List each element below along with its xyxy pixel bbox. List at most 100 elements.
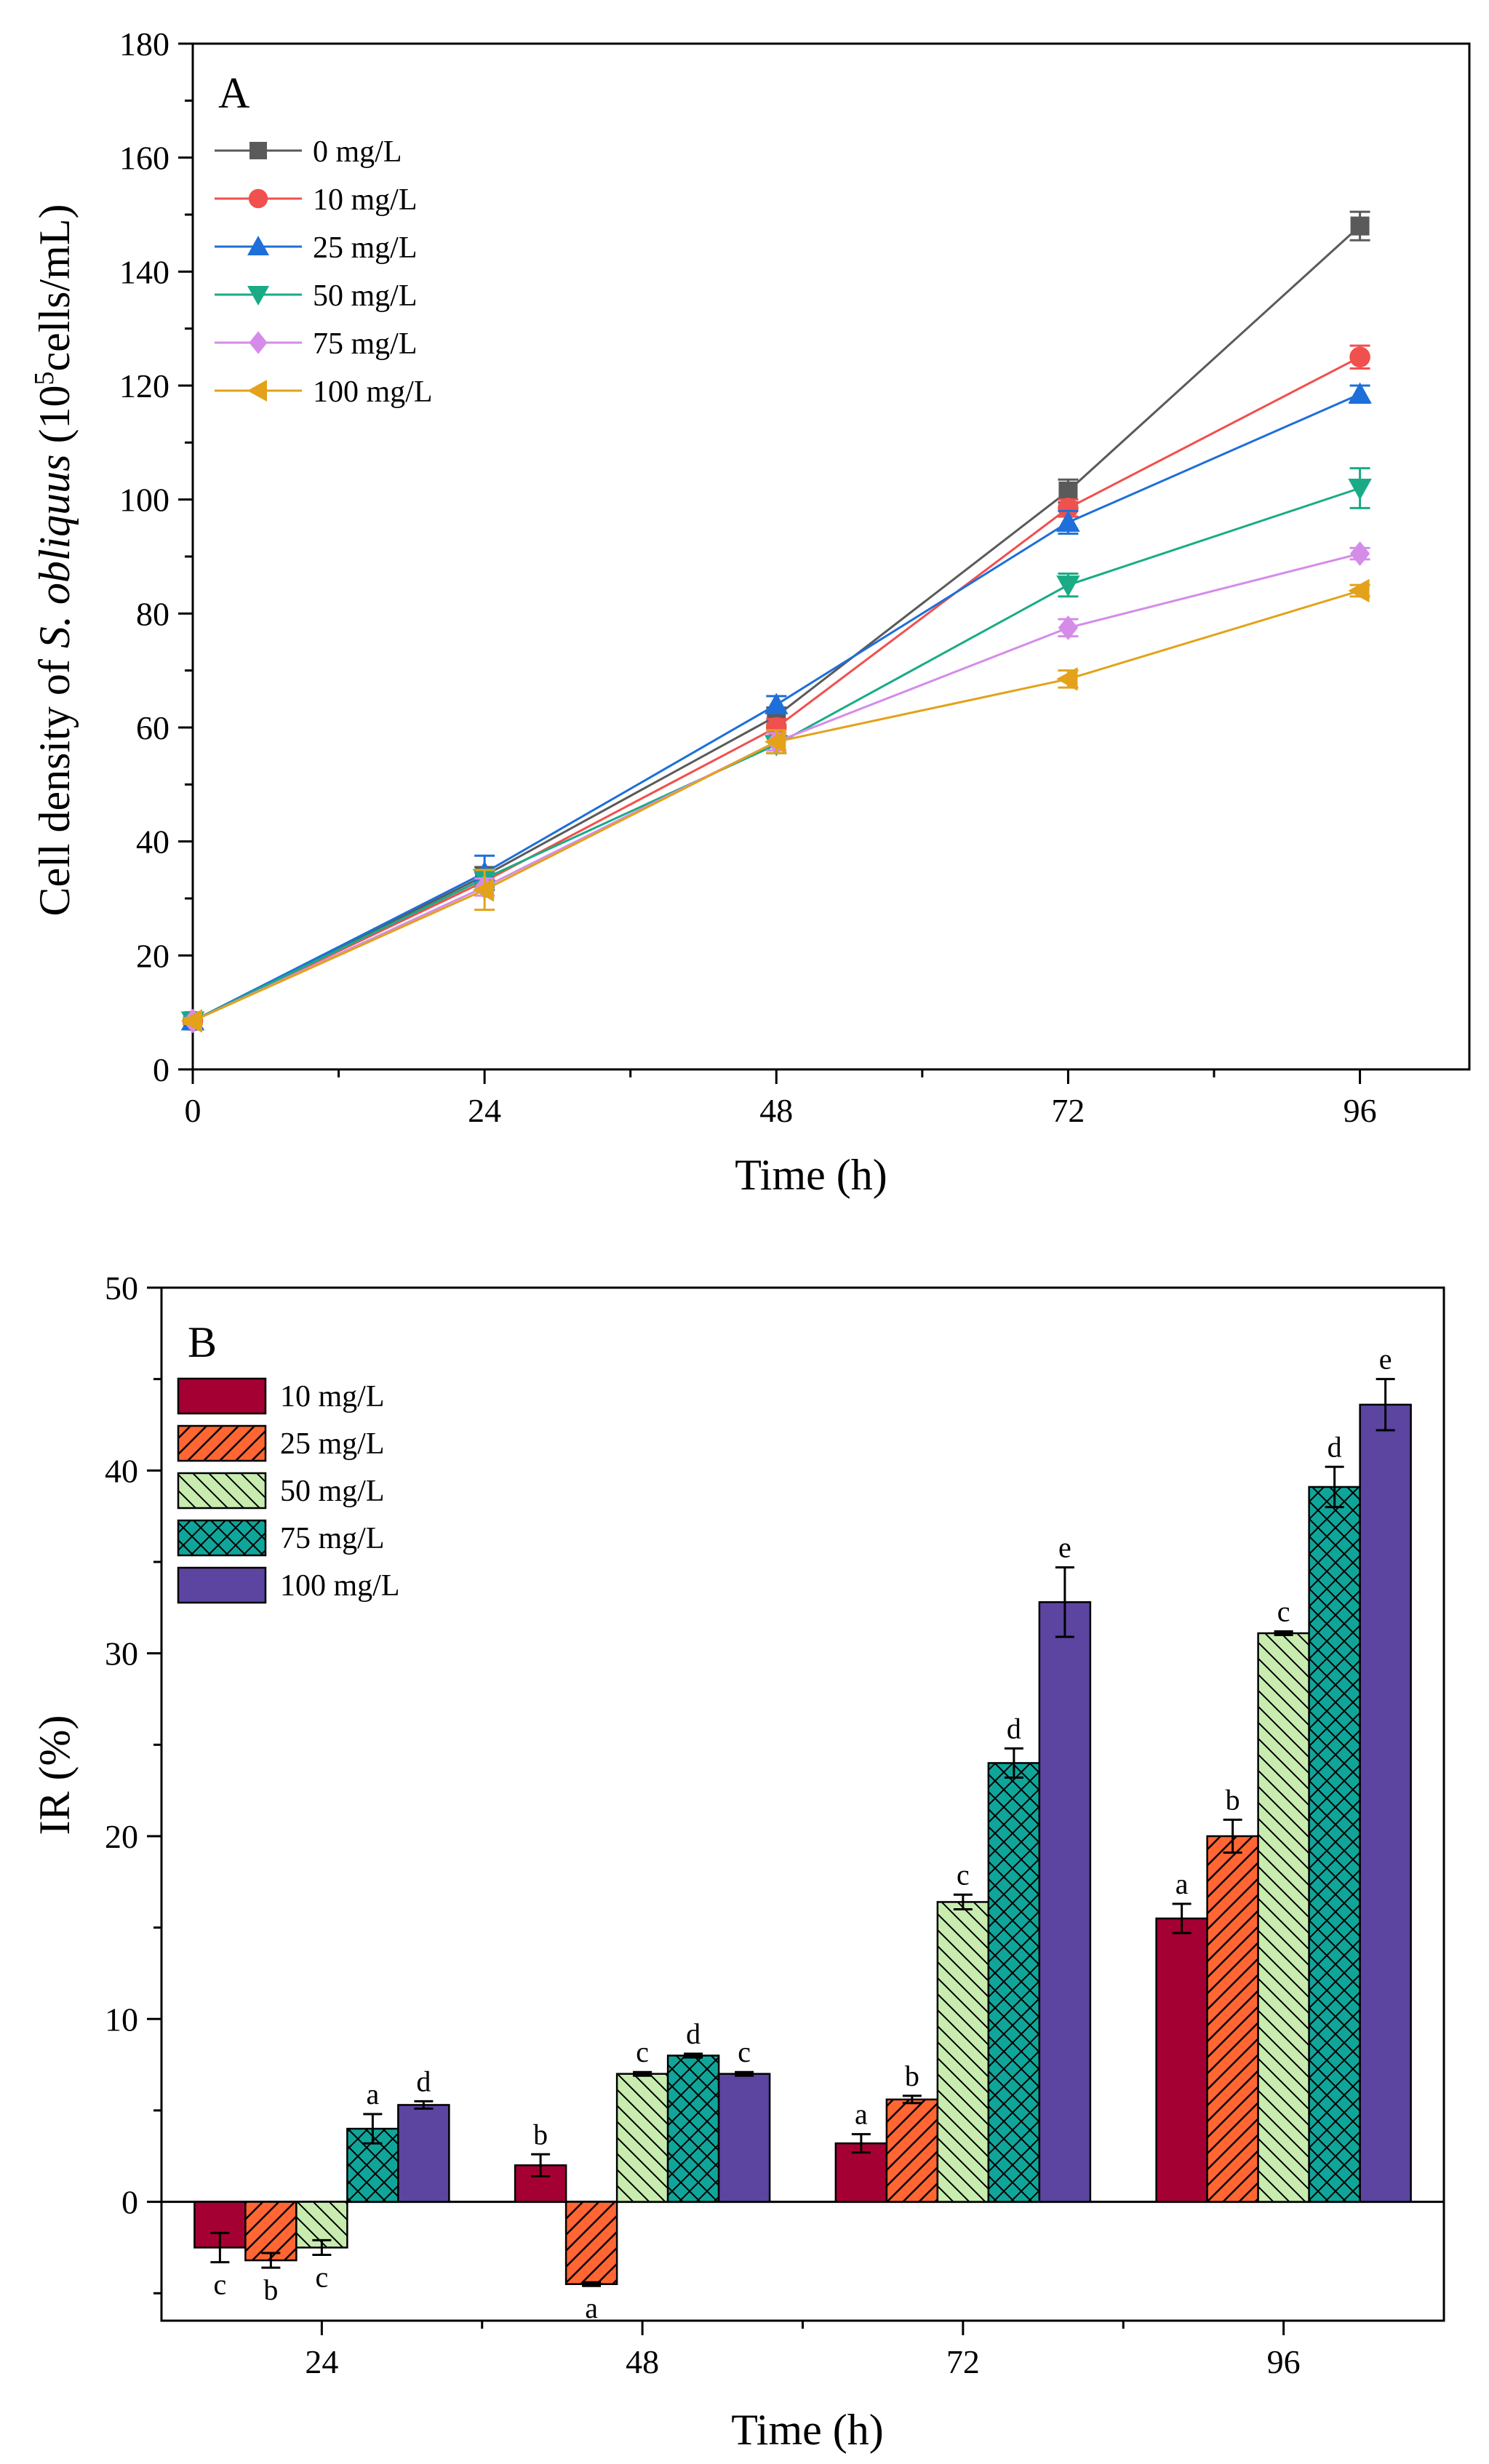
bar: [1155, 1917, 1208, 2203]
significance-label: d: [1007, 1712, 1021, 1745]
bar: [397, 2104, 450, 2203]
significance-label: a: [1175, 1867, 1189, 1900]
significance-label: c: [315, 2261, 328, 2294]
error-bar: [1172, 1902, 1191, 1934]
bar: [987, 1762, 1041, 2203]
error-bar: [1325, 1465, 1344, 1509]
legend-marker: [249, 331, 268, 354]
bar: [666, 2054, 720, 2203]
x-tick-label: 72: [946, 2343, 980, 2380]
series-25-mg-L: [180, 382, 1372, 1031]
panel-a-label: A: [218, 69, 250, 117]
significance-label: c: [636, 2036, 649, 2068]
bar: [1038, 1601, 1092, 2203]
y-tick-label: 30: [105, 1635, 138, 1672]
significance-label: b: [533, 2118, 548, 2150]
error-bar: [414, 2100, 434, 2110]
legend-entry: 75 mg/L: [280, 1522, 385, 1555]
legend-marker: [250, 142, 267, 159]
data-point: [1349, 346, 1370, 368]
data-point: [1058, 615, 1079, 640]
y-tick-label: 50: [105, 1269, 138, 1307]
data-point: [472, 878, 495, 902]
legend-swatch: [177, 1519, 267, 1557]
data-point: [1056, 575, 1080, 597]
significance-label: c: [1277, 1595, 1290, 1627]
legend-swatch: [177, 1424, 267, 1462]
bar: [1257, 1632, 1310, 2203]
error-bar: [1223, 1818, 1242, 1854]
panel-b-label: B: [188, 1318, 217, 1366]
series-10-mg-L: [182, 344, 1370, 1032]
error-bar: [210, 2231, 230, 2264]
y-tick-label: 180: [119, 25, 169, 63]
series-line: [192, 589, 1361, 1022]
x-tick-label: 24: [468, 1092, 501, 1129]
error-bar: [1274, 1630, 1293, 1637]
data-point: [1058, 481, 1078, 501]
x-tick-label: 48: [759, 1092, 793, 1129]
series-75-mg-L: [183, 541, 1370, 1034]
bar: [1359, 1403, 1412, 2203]
legend-swatch: [177, 1472, 267, 1510]
y-tick-label: 100: [119, 482, 169, 519]
bar: [936, 1901, 990, 2203]
bar: [885, 2098, 939, 2203]
data-point: [1058, 498, 1079, 519]
error-bar: [1004, 1747, 1023, 1779]
legend-entry: 50 mg/L: [313, 279, 418, 313]
y-tick-label: 140: [119, 253, 169, 290]
significance-label: e: [1058, 1531, 1071, 1564]
error-bar: [684, 2052, 703, 2059]
x-tick-label: 0: [185, 1092, 201, 1129]
significance-label: b: [263, 2273, 278, 2306]
legend-marker: [247, 286, 269, 306]
error-bar: [1376, 1378, 1395, 1432]
legend-entry: 25 mg/L: [280, 1427, 385, 1461]
significance-label: d: [416, 2065, 431, 2097]
y-tick-label: 80: [136, 595, 169, 632]
error-bar: [261, 2252, 281, 2269]
significance-label: a: [855, 2098, 868, 2131]
significance-label: c: [213, 2268, 226, 2301]
legend-swatch: [177, 1566, 267, 1604]
x-tick-label: 48: [626, 2343, 659, 2380]
y-tick-label: 160: [119, 140, 169, 177]
data-point: [180, 1009, 202, 1033]
data-point: [765, 693, 789, 714]
x-tick-label: 96: [1344, 1092, 1377, 1129]
legend-entry: 50 mg/L: [280, 1475, 385, 1508]
y-tick-label: 40: [105, 1452, 138, 1489]
panel-a: A Time (h) Cell density of S. obliquus (…: [29, 25, 1471, 1199]
error-bar: [735, 2070, 754, 2077]
error-bar: [633, 2070, 652, 2077]
legend-marker: [247, 380, 267, 402]
significance-label: a: [585, 2292, 598, 2324]
panel-b: B Time (h) IR (%) 0 10 20 30 40 50 24 c b c a d 48 b a…: [31, 1269, 1445, 2454]
series-line: [192, 552, 1360, 1022]
panel-b-y-axis-title: IR (%): [31, 1715, 79, 1835]
error-bar: [902, 2094, 922, 2105]
legend-marker: [247, 236, 269, 255]
data-point: [1056, 667, 1078, 691]
panel-a-x-axis-title: Time (h): [735, 1151, 887, 1199]
error-bar: [363, 2113, 383, 2145]
significance-label: b: [905, 2060, 919, 2092]
y-tick-label: 20: [105, 1818, 138, 1855]
legend-marker: [248, 188, 268, 209]
data-point: [765, 730, 786, 754]
x-tick-label: 24: [305, 2343, 338, 2380]
y-tick-label: 120: [119, 367, 169, 404]
series-100-mg-L: [180, 578, 1370, 1033]
bar: [564, 2201, 618, 2285]
data-point: [1349, 541, 1370, 566]
legend-entry: 10 mg/L: [280, 1380, 385, 1414]
bar: [1308, 1486, 1361, 2203]
error-bar: [1055, 1566, 1074, 1638]
data-point: [1348, 382, 1372, 404]
y-tick-label: 60: [136, 709, 169, 746]
error-bar: [851, 2133, 871, 2154]
legend-entry: 10 mg/L: [313, 183, 418, 217]
y-tick-label: 10: [105, 2001, 138, 2038]
